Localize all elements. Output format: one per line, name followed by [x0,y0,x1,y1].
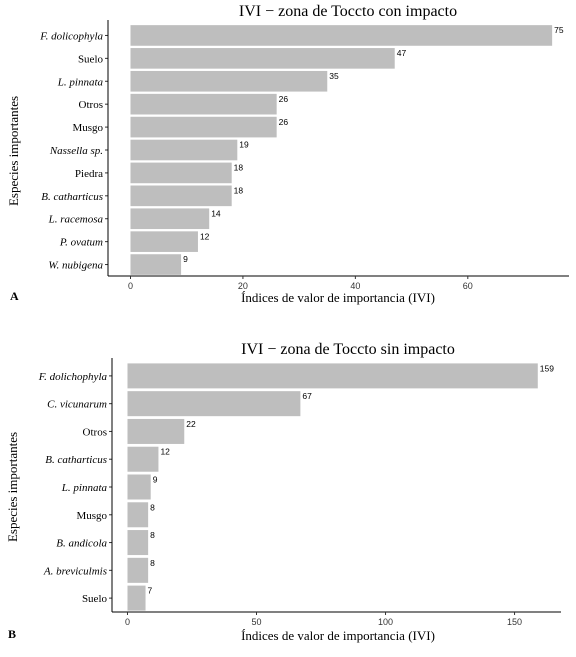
bar [130,139,238,161]
bar [127,530,149,556]
bar [127,446,159,472]
data-label: 8 [150,530,155,540]
category-label: P. ovatum [59,237,103,249]
data-label: 12 [160,447,170,457]
bar [130,162,232,184]
chart-title: IVI − zona de Toccto con impacto [239,3,457,20]
data-label: 47 [397,48,407,58]
data-label: 75 [554,25,564,35]
bar [127,502,149,528]
x-tick-label: 150 [507,617,522,627]
data-label: 35 [329,71,339,81]
bar-group: 159 67 22 12 9 8 8 8 7 [127,363,554,611]
bar [127,418,185,444]
x-tick-label: 100 [378,617,393,627]
x-tick-label: 0 [128,281,133,291]
category-label: Piedra [75,168,103,180]
data-label: 9 [153,475,158,485]
x-ticks: 0 20 40 60 [128,276,473,291]
category-label: L. pinnata [61,482,108,494]
y-axis-title: Especies importantes [6,96,21,206]
x-tick-label: 0 [125,617,130,627]
data-label: 14 [211,208,221,218]
bar [130,116,277,138]
category-label: Musgo [72,122,103,134]
data-label: 8 [150,502,155,512]
x-tick-label: 40 [350,281,360,291]
data-label: 26 [279,117,289,127]
data-label: 7 [148,586,153,596]
x-tick-label: 60 [463,281,473,291]
data-label: 159 [540,363,554,373]
category-label: L. pinnata [57,76,104,88]
data-label: 18 [234,186,244,196]
x-tick-label: 20 [238,281,248,291]
x-axis-title: Índices de valor de importancia (IVI) [241,628,435,643]
category-label: Nassella sp. [49,145,103,157]
category-label: B. catharticus [41,191,103,203]
category-label: Suelo [78,53,104,65]
bar [127,585,146,611]
data-label: 9 [183,254,188,264]
category-label: B. catharticus [45,454,107,466]
category-label: F. dolichophyla [38,371,108,383]
category-label: Suelo [82,593,108,605]
category-label: Otros [79,99,103,111]
category-label: A. breviculmis [43,565,107,577]
bar [130,185,232,207]
bar [130,254,182,275]
bar [130,70,328,92]
panel-letter: A [10,289,19,303]
x-tick-label: 50 [251,617,261,627]
bar [127,557,149,583]
category-label: B. andicola [56,538,107,550]
data-label: 26 [279,94,289,104]
data-label: 22 [186,419,196,429]
axes [109,358,561,613]
bar [130,25,553,46]
x-ticks: 0 50 100 150 [125,612,522,627]
panel-b: IVI − zona de Toccto sin impacto Especie… [5,341,561,643]
panel-letter: B [8,627,16,641]
data-label: 8 [150,558,155,568]
category-label: L. racemosa [48,214,104,226]
data-label: 67 [302,391,312,401]
category-label: W. nubigena [48,260,103,272]
bar [130,93,277,115]
bar [127,474,151,500]
data-label: 19 [239,140,249,150]
data-label: 18 [234,163,244,173]
data-label: 12 [200,231,210,241]
bar [130,208,210,230]
category-label: Musgo [76,510,107,522]
category-labels: F. dolicophyla Suelo L. pinnata Otros Musgo N… [39,30,103,271]
bar [127,391,301,417]
bar [130,231,198,252]
bar-group: 75 47 35 26 26 19 18 18 14 12 9 [130,25,564,275]
bar [130,48,395,69]
y-axis-title: Especies importantes [5,432,20,542]
category-label: Otros [83,426,107,438]
x-axis-title: Índices de valor de importancia (IVI) [241,290,435,305]
bar [127,363,538,389]
axes [105,20,569,277]
category-label: C. vicunarum [47,399,107,411]
category-label: F. dolicophyla [39,30,103,42]
panel-a: IVI − zona de Toccto con impacto Especie… [6,3,569,305]
category-labels: F. dolichophyla C. vicunarum Otros B. catha… [38,371,108,605]
chart-title: IVI − zona de Toccto sin impacto [241,341,455,358]
